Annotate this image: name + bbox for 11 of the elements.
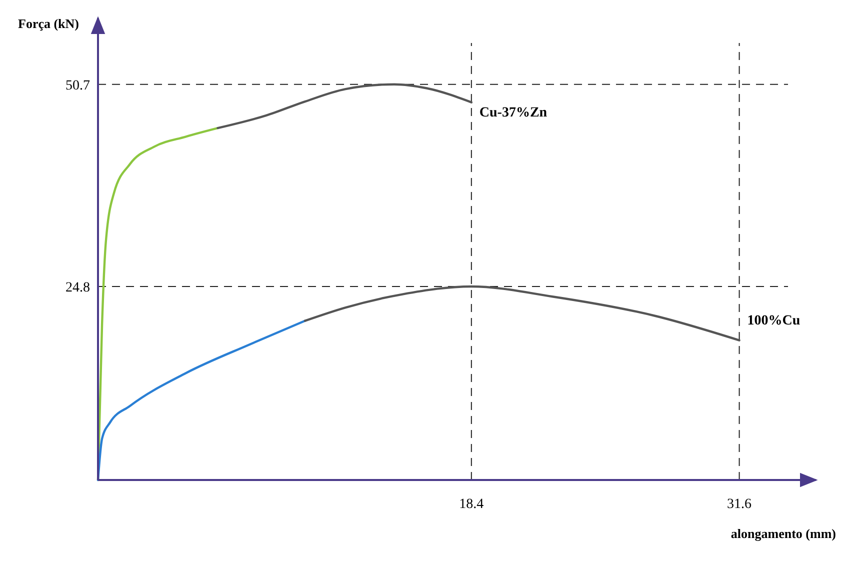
y-tick-label: 24.8 [66,280,90,296]
line-series [96,320,306,482]
x-axis-title: alongamento (mm) [730,526,836,541]
line-series [304,285,740,342]
y-axis-title: Força (kN) [18,16,80,31]
x-tick-label: 31.6 [727,497,752,512]
x-tick-label: 18.4 [459,497,484,512]
series-label: 100%Cu [747,313,800,328]
series-label: Cu-37%Zn [479,105,548,120]
line-series [216,83,473,130]
y-tick-label: 50.7 [66,78,90,94]
